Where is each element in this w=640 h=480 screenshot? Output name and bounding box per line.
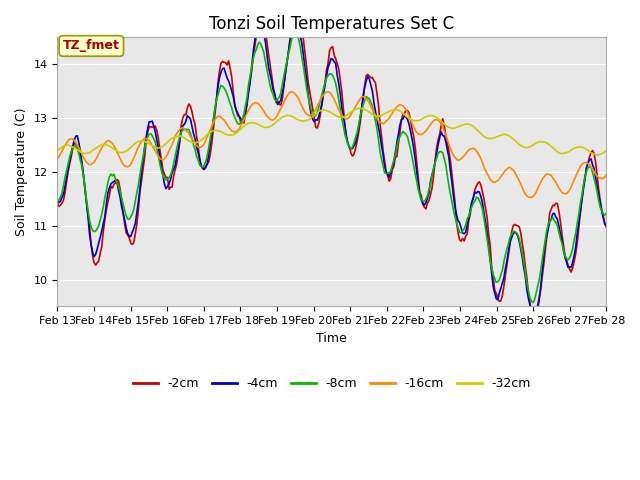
X-axis label: Time: Time xyxy=(317,332,348,345)
Text: TZ_fmet: TZ_fmet xyxy=(63,39,120,52)
Title: Tonzi Soil Temperatures Set C: Tonzi Soil Temperatures Set C xyxy=(209,15,454,33)
Y-axis label: Soil Temperature (C): Soil Temperature (C) xyxy=(15,108,28,236)
Legend: -2cm, -4cm, -8cm, -16cm, -32cm: -2cm, -4cm, -8cm, -16cm, -32cm xyxy=(127,372,536,395)
